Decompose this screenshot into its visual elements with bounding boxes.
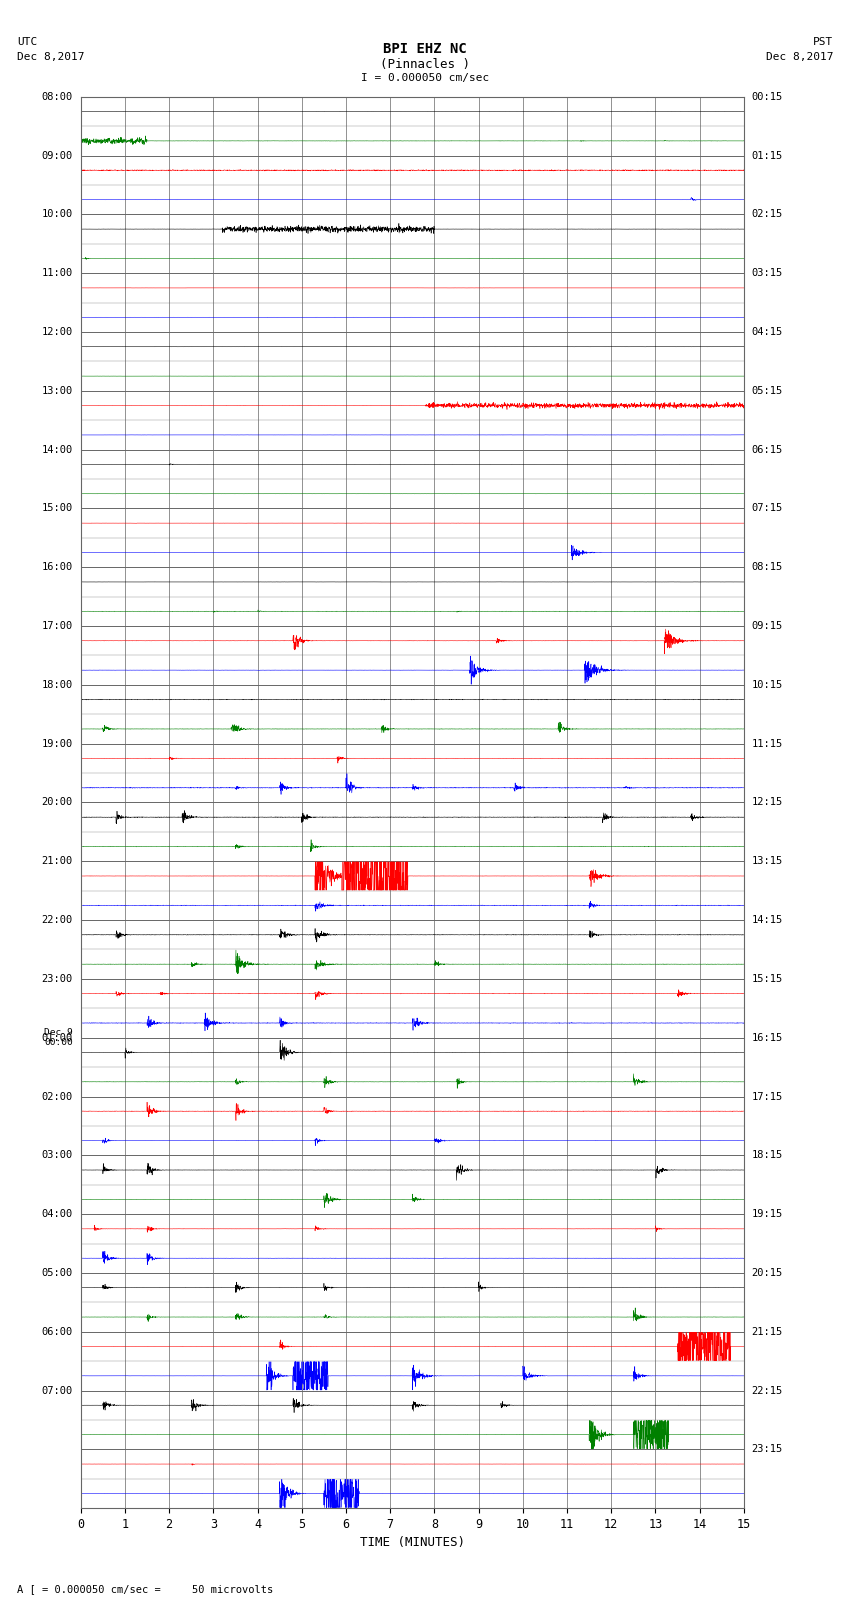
Text: 14:15: 14:15 bbox=[751, 915, 783, 926]
Text: 01:00: 01:00 bbox=[42, 1032, 73, 1042]
Text: 08:15: 08:15 bbox=[751, 563, 783, 573]
Text: 04:15: 04:15 bbox=[751, 327, 783, 337]
Text: A [ = 0.000050 cm/sec =     50 microvolts: A [ = 0.000050 cm/sec = 50 microvolts bbox=[17, 1584, 273, 1594]
Text: Dec 9
00:00: Dec 9 00:00 bbox=[44, 1029, 73, 1047]
Text: 18:00: 18:00 bbox=[42, 679, 73, 690]
X-axis label: TIME (MINUTES): TIME (MINUTES) bbox=[360, 1537, 465, 1550]
Text: 17:15: 17:15 bbox=[751, 1092, 783, 1102]
Text: 17:00: 17:00 bbox=[42, 621, 73, 631]
Text: 21:00: 21:00 bbox=[42, 857, 73, 866]
Text: 03:15: 03:15 bbox=[751, 268, 783, 277]
Text: 09:00: 09:00 bbox=[42, 150, 73, 161]
Text: 10:15: 10:15 bbox=[751, 679, 783, 690]
Text: 05:15: 05:15 bbox=[751, 386, 783, 395]
Text: UTC: UTC bbox=[17, 37, 37, 47]
Text: 22:15: 22:15 bbox=[751, 1386, 783, 1395]
Text: 11:15: 11:15 bbox=[751, 739, 783, 748]
Text: 06:15: 06:15 bbox=[751, 445, 783, 455]
Text: 04:00: 04:00 bbox=[42, 1210, 73, 1219]
Text: 02:00: 02:00 bbox=[42, 1092, 73, 1102]
Text: 11:00: 11:00 bbox=[42, 268, 73, 277]
Text: BPI EHZ NC: BPI EHZ NC bbox=[383, 42, 467, 56]
Text: 09:15: 09:15 bbox=[751, 621, 783, 631]
Text: 12:15: 12:15 bbox=[751, 797, 783, 808]
Text: 01:15: 01:15 bbox=[751, 150, 783, 161]
Text: 13:15: 13:15 bbox=[751, 857, 783, 866]
Text: 23:15: 23:15 bbox=[751, 1444, 783, 1455]
Text: 00:15: 00:15 bbox=[751, 92, 783, 102]
Text: 05:00: 05:00 bbox=[42, 1268, 73, 1277]
Text: 21:15: 21:15 bbox=[751, 1327, 783, 1337]
Text: 23:00: 23:00 bbox=[42, 974, 73, 984]
Text: 16:15: 16:15 bbox=[751, 1032, 783, 1042]
Text: 07:00: 07:00 bbox=[42, 1386, 73, 1395]
Text: 12:00: 12:00 bbox=[42, 327, 73, 337]
Text: 15:00: 15:00 bbox=[42, 503, 73, 513]
Text: 07:15: 07:15 bbox=[751, 503, 783, 513]
Text: PST: PST bbox=[813, 37, 833, 47]
Text: 06:00: 06:00 bbox=[42, 1327, 73, 1337]
Text: 02:15: 02:15 bbox=[751, 210, 783, 219]
Text: 10:00: 10:00 bbox=[42, 210, 73, 219]
Text: 14:00: 14:00 bbox=[42, 445, 73, 455]
Text: 19:15: 19:15 bbox=[751, 1210, 783, 1219]
Text: I = 0.000050 cm/sec: I = 0.000050 cm/sec bbox=[361, 73, 489, 82]
Text: Dec 8,2017: Dec 8,2017 bbox=[17, 52, 84, 61]
Text: 13:00: 13:00 bbox=[42, 386, 73, 395]
Text: 20:15: 20:15 bbox=[751, 1268, 783, 1277]
Text: 20:00: 20:00 bbox=[42, 797, 73, 808]
Text: 08:00: 08:00 bbox=[42, 92, 73, 102]
Text: 15:15: 15:15 bbox=[751, 974, 783, 984]
Text: Dec 8,2017: Dec 8,2017 bbox=[766, 52, 833, 61]
Text: 18:15: 18:15 bbox=[751, 1150, 783, 1160]
Text: 19:00: 19:00 bbox=[42, 739, 73, 748]
Text: 03:00: 03:00 bbox=[42, 1150, 73, 1160]
Text: 16:00: 16:00 bbox=[42, 563, 73, 573]
Text: 22:00: 22:00 bbox=[42, 915, 73, 926]
Text: (Pinnacles ): (Pinnacles ) bbox=[380, 58, 470, 71]
